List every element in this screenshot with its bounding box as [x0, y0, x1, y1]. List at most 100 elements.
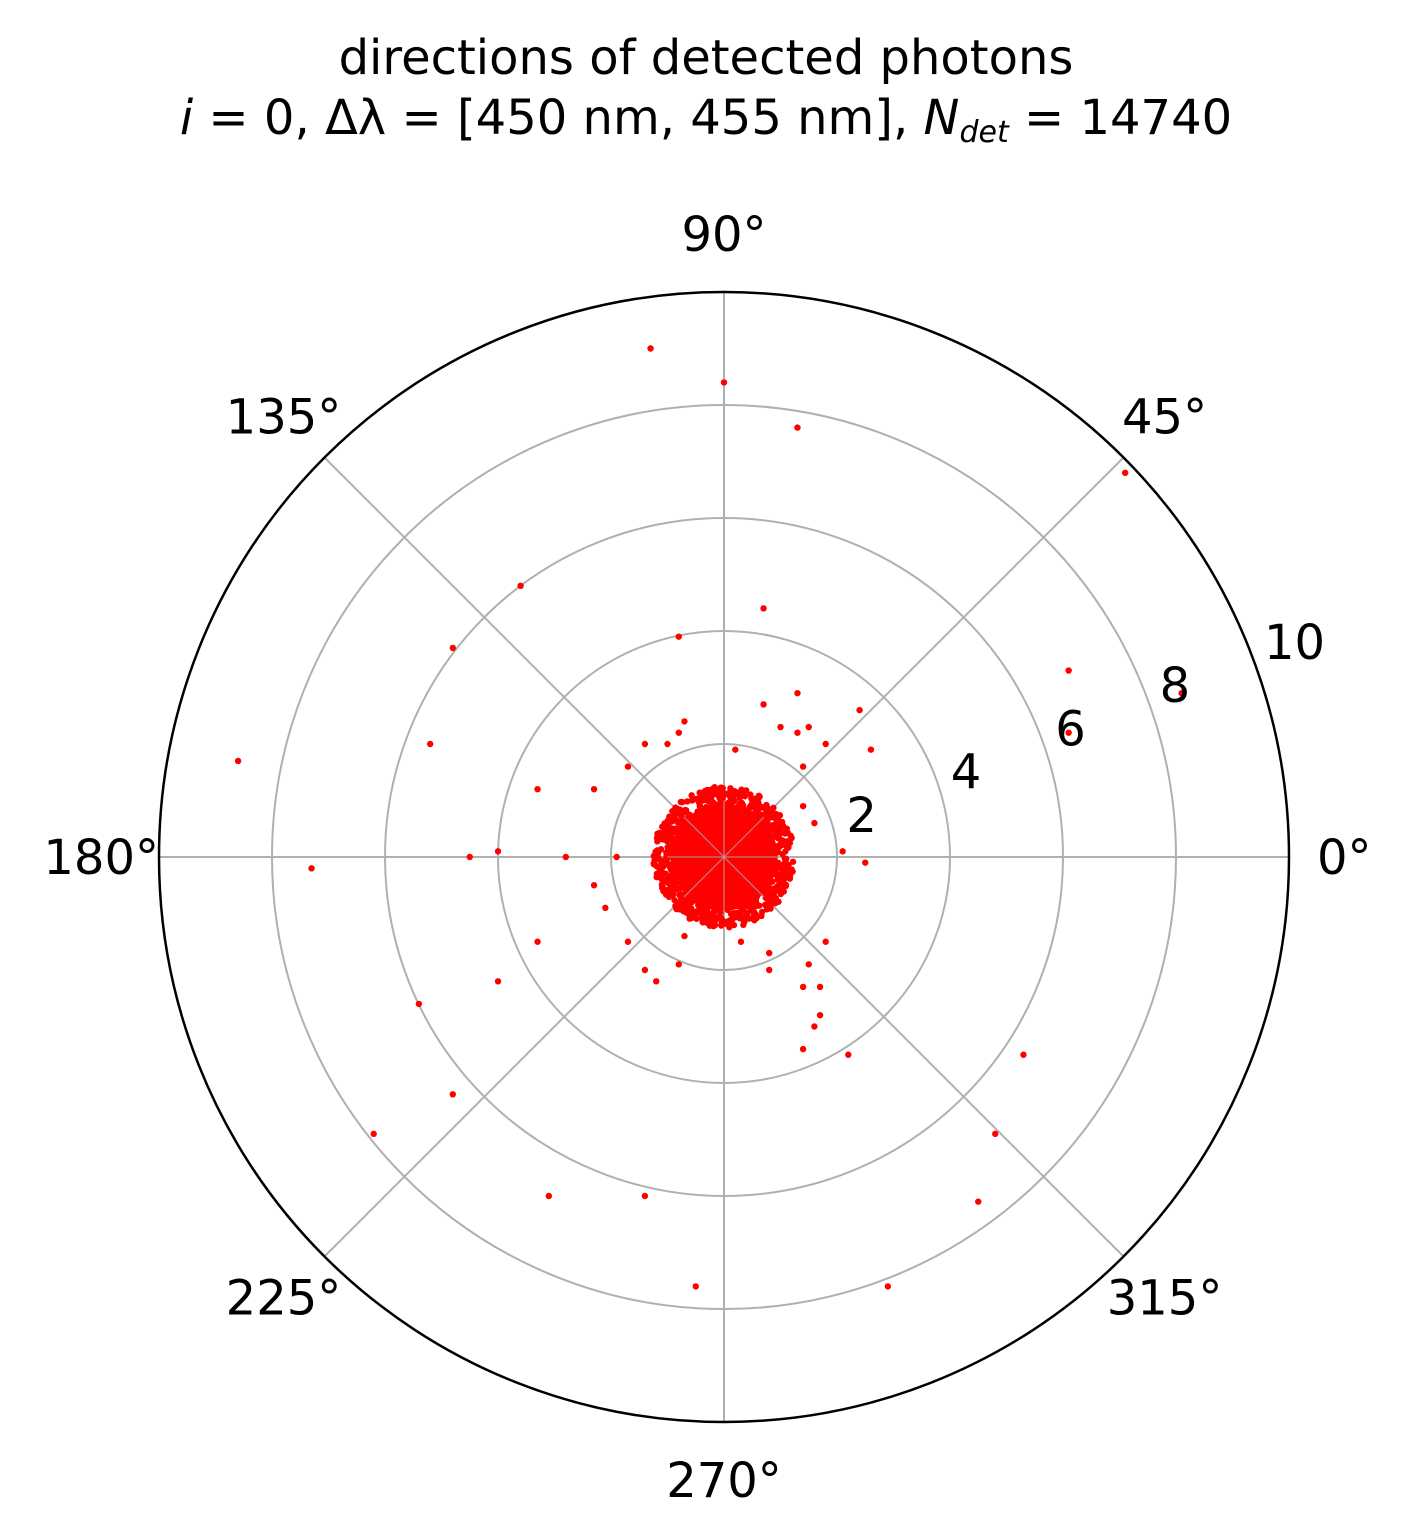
core-point	[682, 809, 688, 815]
scatter-point-32	[653, 978, 659, 984]
scatter-point-13	[534, 786, 540, 792]
core-point	[776, 883, 782, 889]
core-point	[695, 908, 701, 914]
r-tick-label-8: 8	[1160, 658, 1191, 714]
core-point	[671, 882, 677, 888]
scatter-point-49	[811, 1023, 817, 1029]
core-point	[658, 866, 664, 872]
scatter-point-35	[738, 939, 744, 945]
scatter-point-23	[534, 939, 540, 945]
core-point	[689, 797, 695, 803]
core-point	[751, 802, 757, 808]
core-point	[697, 789, 703, 795]
core-point	[779, 851, 785, 857]
scatter-point-37	[766, 967, 772, 973]
scatter-point-25	[416, 1001, 422, 1007]
scatter-point-17	[563, 854, 569, 860]
scatter-point-21	[602, 905, 608, 911]
core-point	[659, 876, 665, 882]
theta-tick-label-315: 315°	[1107, 1271, 1223, 1327]
scatter-point-61	[681, 718, 687, 724]
scatter-point-55	[823, 741, 829, 747]
scatter-point-34	[681, 933, 687, 939]
scatter-point-36	[766, 950, 772, 956]
scatter-point-58	[868, 746, 874, 752]
core-point	[664, 875, 670, 881]
core-point	[668, 892, 674, 898]
core-point	[778, 891, 784, 897]
scatter-point-51	[760, 701, 766, 707]
scatter-point-30	[693, 1283, 699, 1289]
core-point	[743, 787, 749, 793]
scatter-point-60	[676, 730, 682, 736]
core-point	[731, 912, 737, 918]
core-point	[784, 825, 790, 831]
scatter-point-38	[800, 984, 806, 990]
core-point	[723, 921, 729, 927]
scatter-point-42	[845, 1052, 851, 1058]
core-point	[655, 854, 661, 860]
scatter-point-24	[495, 978, 501, 984]
core-point	[716, 913, 722, 919]
theta-tick-label-0: 0°	[1317, 830, 1372, 886]
scatter-point-33	[642, 967, 648, 973]
theta-tick-label-225: 225°	[226, 1271, 342, 1327]
scatter-point-63	[625, 763, 631, 769]
scatter-point-56	[800, 763, 806, 769]
scatter-point-5	[450, 645, 456, 651]
core-point	[664, 844, 670, 850]
scatter-point-11	[235, 758, 241, 764]
core-point	[710, 923, 716, 929]
scatter-point-50	[732, 746, 738, 752]
scatter-point-16	[613, 854, 619, 860]
core-point	[669, 808, 675, 814]
r-tick-label-2: 2	[846, 788, 877, 844]
theta-gridline-45	[724, 457, 1124, 857]
theta-tick-label-180: 180°	[43, 830, 159, 886]
theta-tick-label-45: 45°	[1122, 389, 1207, 445]
r-tick-label-4: 4	[951, 745, 982, 801]
core-point	[738, 793, 744, 799]
core-point	[716, 795, 722, 801]
core-point	[727, 795, 733, 801]
scatter-point-3	[1122, 470, 1128, 476]
scatter-point-67	[800, 803, 806, 809]
core-point	[779, 840, 785, 846]
core-point	[786, 838, 792, 844]
core-point	[659, 824, 665, 830]
scatter-point-54	[806, 724, 812, 730]
core-point	[660, 836, 666, 842]
scatter-point-19	[308, 865, 314, 871]
scatter-point-7	[760, 605, 766, 611]
core-point	[677, 906, 683, 912]
theta-gridline-135	[324, 457, 724, 857]
core-point	[688, 906, 694, 912]
core-point	[763, 802, 769, 808]
scatter-point-0	[647, 345, 653, 351]
scatter-point-22	[625, 939, 631, 945]
core-point	[659, 885, 665, 891]
core-point	[653, 849, 659, 855]
scatter-point-64	[664, 741, 670, 747]
scatter-point-18	[467, 854, 473, 860]
core-point	[743, 914, 749, 920]
core-point	[693, 916, 699, 922]
scatter-point-28	[546, 1193, 552, 1199]
core-point	[673, 816, 679, 822]
scatter-point-29	[642, 1193, 648, 1199]
scatter-point-27	[371, 1131, 377, 1137]
core-point	[727, 789, 733, 795]
scatter-point-8	[1065, 667, 1071, 673]
scatter-point-15	[591, 786, 597, 792]
scatter-point-68	[811, 820, 817, 826]
scatter-point-44	[992, 1131, 998, 1137]
core-point	[704, 787, 710, 793]
scatter-point-59	[856, 707, 862, 713]
scatter-point-52	[777, 724, 783, 730]
scatter-point-46	[885, 1283, 891, 1289]
theta-tick-label-90: 90°	[681, 207, 766, 263]
scatter-point-2	[794, 424, 800, 430]
scatter-point-47	[823, 939, 829, 945]
core-point	[679, 900, 685, 906]
core-point	[654, 835, 660, 841]
